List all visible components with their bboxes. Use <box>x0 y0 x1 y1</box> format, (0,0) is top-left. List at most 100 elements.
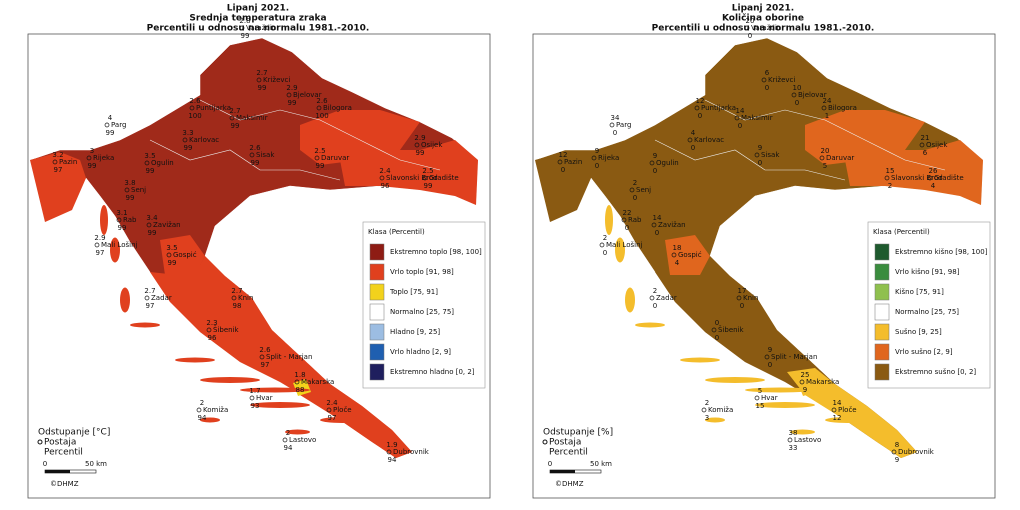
station-marker <box>754 395 760 401</box>
scale-start: 0 <box>548 460 552 468</box>
station-name: Dubrovnik <box>898 448 935 456</box>
station-percentile: 0 <box>603 249 607 257</box>
station-name: Zadar <box>151 294 172 302</box>
station-percentile: 0 <box>740 302 744 310</box>
station-marker <box>649 160 655 166</box>
station-value: 2 <box>200 399 204 407</box>
station-marker <box>166 252 172 258</box>
station-marker <box>694 105 700 111</box>
station-name: Ogulin <box>656 159 679 167</box>
station-name: Makarska <box>806 378 839 386</box>
station-marker <box>791 92 797 98</box>
class-region <box>535 152 591 222</box>
station-value: 2.6 <box>259 346 271 354</box>
station-name: Puntijarka <box>196 104 231 112</box>
station-name: Komiža <box>708 406 733 414</box>
legend-label: Normalno [25, 75] <box>895 308 959 316</box>
panel: Lipanj 2021.Srednja temperatura zrakaPer… <box>29 4 486 488</box>
station-percentile: 6 <box>923 149 928 157</box>
class-region <box>300 110 420 165</box>
station-marker <box>799 379 805 385</box>
footer-percentile: Percentil <box>549 448 588 458</box>
station-percentile: 0 <box>653 167 657 175</box>
footer-marker <box>37 439 43 445</box>
station-name: Knin <box>743 294 758 302</box>
station-value: 5 <box>758 387 762 395</box>
legend-label: Toplo [75, 91] <box>389 288 438 296</box>
island <box>705 377 765 383</box>
scale-start: 0 <box>43 460 47 468</box>
station-marker <box>671 252 677 258</box>
station-value: 38 <box>789 429 798 437</box>
station-percentile: 99 <box>168 259 177 267</box>
legend-swatch <box>369 363 385 381</box>
station-marker <box>599 242 605 248</box>
county-border <box>149 139 341 181</box>
station-marker <box>819 155 825 161</box>
station-name: Gospić <box>173 251 197 259</box>
station-name: Osijek <box>926 141 948 149</box>
station-name: Karlovac <box>189 136 219 144</box>
station-value: 34 <box>611 114 620 122</box>
station-name: Daruvar <box>826 154 854 162</box>
station-percentile: 4 <box>675 259 680 267</box>
station-marker <box>761 77 767 83</box>
legend-label: Vrlo toplo [91, 98] <box>390 268 454 276</box>
station-marker <box>286 92 292 98</box>
station-value: 2.9 <box>414 134 425 142</box>
station-name: Ogulin <box>151 159 174 167</box>
legend-swatch <box>874 283 890 301</box>
station-name: Hvar <box>256 394 273 402</box>
station-percentile: 94 <box>198 414 207 422</box>
credit: ©DHMZ <box>555 480 584 488</box>
station-name: Parg <box>111 121 126 129</box>
station-value: 2.8 <box>239 17 250 25</box>
station-value: 0 <box>715 319 719 327</box>
station-value: 12 <box>559 151 568 159</box>
map-title: Percentili u odnosu na normalu 1981.-201… <box>652 24 875 34</box>
station-value: 9 <box>768 346 772 354</box>
scale-bar-fill <box>550 470 575 473</box>
station-name: Slavonski Brod <box>386 174 438 182</box>
station-percentile: 0 <box>561 166 565 174</box>
station-percentile: 5 <box>823 162 827 170</box>
scale-bar-fill <box>45 470 70 473</box>
station-name: Sisak <box>256 151 275 159</box>
station-value: 14 <box>653 214 662 222</box>
island <box>790 429 815 435</box>
station-marker <box>282 437 288 443</box>
station-percentile: 1 <box>825 112 829 120</box>
station-percentile: 99 <box>316 162 325 170</box>
legend-title: Klasa (Percentil) <box>873 228 930 236</box>
island <box>130 322 160 328</box>
station-marker <box>379 175 385 181</box>
station-value: 2 <box>603 234 607 242</box>
station-value: 12 <box>696 97 705 105</box>
station-percentile: 99 <box>251 159 260 167</box>
legend-swatch <box>874 243 890 261</box>
station-name: Pazin <box>59 158 77 166</box>
legend-label: Hladno [9, 25] <box>390 328 440 336</box>
station-percentile: 0 <box>655 229 659 237</box>
station-percentile: 97 <box>328 414 337 422</box>
footer-unit: Odstupanje [°C] <box>38 428 110 438</box>
legend-label: Ekstremno sušno [0, 2] <box>895 368 976 376</box>
station-value: 3.1 <box>116 209 127 217</box>
station-marker <box>86 155 92 161</box>
class-region <box>160 235 205 275</box>
station-marker <box>649 295 655 301</box>
station-percentile: 99 <box>106 129 115 137</box>
station-marker <box>316 105 322 111</box>
footer-marker <box>542 439 548 445</box>
island <box>110 237 120 263</box>
station-value: 9 <box>653 152 657 160</box>
station-value: 2 <box>286 429 290 437</box>
station-marker <box>52 159 58 165</box>
station-marker <box>231 295 237 301</box>
legend-label: Ekstremno hladno [0, 2] <box>390 368 475 376</box>
station-marker <box>591 155 597 161</box>
station-marker <box>711 327 717 333</box>
station-name: Varaždin <box>751 24 781 32</box>
class-region <box>805 110 925 165</box>
station-name: Knin <box>238 294 253 302</box>
